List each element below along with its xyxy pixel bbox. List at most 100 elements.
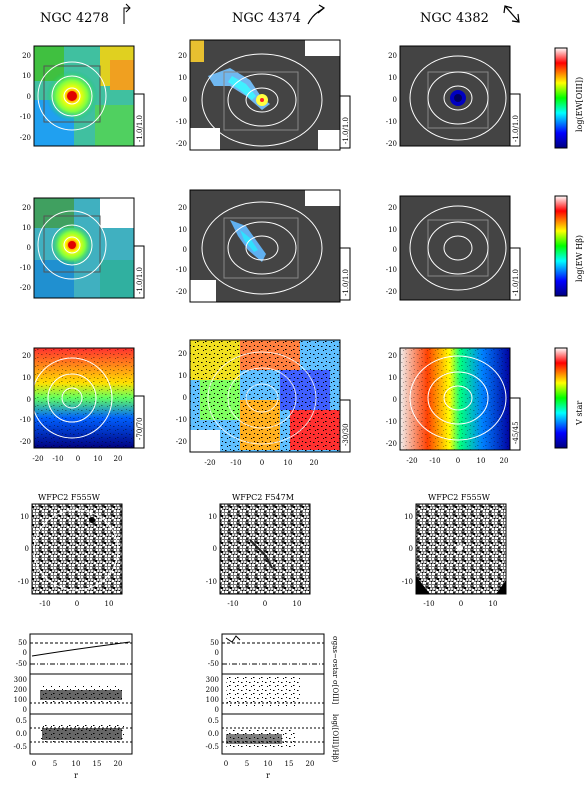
range-label-r1c1: -1.0/1.0 [136, 115, 144, 142]
svg-text:-10: -10 [20, 416, 31, 424]
svg-text:10: 10 [489, 600, 498, 608]
hst-ticks: 10 0 -10 -10 0 10 10 0 -10 -10 0 10 10 0… [18, 513, 498, 608]
svg-text:0: 0 [215, 706, 219, 714]
hst-image-ngc4374 [219, 503, 311, 595]
svg-text:200: 200 [206, 686, 219, 694]
svg-text:10: 10 [178, 226, 187, 234]
orientation-arrow-ngc4382 [503, 5, 520, 23]
svg-text:5: 5 [245, 760, 249, 768]
svg-text:20: 20 [22, 352, 31, 360]
hst-image-ngc4382 [415, 503, 507, 595]
map-ngc4374-hbeta [189, 189, 341, 303]
svg-text:-20: -20 [204, 459, 215, 467]
range-label-r1c2: -1.0/1.0 [342, 117, 350, 144]
range-label-r2c1: -1.0/1.0 [136, 267, 144, 294]
svg-text:-20: -20 [20, 134, 31, 142]
svg-text:20: 20 [178, 350, 187, 358]
svg-text:-10: -10 [402, 578, 413, 586]
svg-text:5: 5 [53, 760, 57, 768]
svg-text:-10: -10 [386, 118, 397, 126]
profile-scatter-ngc4278 [40, 686, 124, 742]
svg-text:0: 0 [263, 600, 267, 608]
svg-text:20: 20 [500, 457, 509, 465]
svg-text:20: 20 [22, 52, 31, 60]
colorbar-label-row2: log(EW Hβ) [575, 235, 584, 282]
map-ngc4382-hbeta [399, 195, 511, 301]
svg-text:300: 300 [14, 676, 27, 684]
hst-image-ngc4278 [31, 503, 123, 595]
svg-text:-10: -10 [206, 578, 217, 586]
hst-title-3: WFPC2 F555W [428, 493, 491, 502]
svg-text:0: 0 [459, 600, 463, 608]
svg-text:0: 0 [75, 600, 79, 608]
svg-text:0: 0 [183, 246, 187, 254]
svg-text:0.0: 0.0 [16, 730, 27, 738]
svg-text:0: 0 [76, 455, 80, 463]
svg-text:200: 200 [14, 686, 27, 694]
svg-text:0: 0 [183, 394, 187, 402]
profile-ylabel-3: log([OIII]/Hβ) [331, 714, 339, 763]
svg-text:0: 0 [27, 93, 31, 101]
svg-text:-0.5: -0.5 [14, 743, 28, 751]
column-title-ngc4278: NGC 4278 [40, 11, 109, 26]
svg-text:-10: -10 [20, 113, 31, 121]
svg-text:50: 50 [18, 639, 27, 647]
column-title-ngc4374: NGC 4374 [232, 11, 301, 26]
svg-text:10: 10 [22, 224, 31, 232]
svg-text:20: 20 [310, 459, 319, 467]
svg-text:-10: -10 [227, 600, 238, 608]
colorbar-label-row1: log(EW[OIII]) [575, 77, 584, 132]
map-ngc4382-vstar [399, 347, 511, 451]
svg-text:10: 10 [388, 226, 397, 234]
svg-text:0: 0 [27, 396, 31, 404]
svg-text:20: 20 [178, 52, 187, 60]
svg-text:-10: -10 [386, 266, 397, 274]
svg-text:20: 20 [114, 760, 123, 768]
svg-text:100: 100 [14, 696, 27, 704]
svg-text:20: 20 [22, 204, 31, 212]
profile-ylabel-2: σ[OIII] [331, 680, 339, 705]
svg-text:-20: -20 [32, 455, 43, 463]
svg-text:0.0: 0.0 [208, 730, 219, 738]
svg-text:20: 20 [114, 455, 123, 463]
svg-text:-20: -20 [176, 140, 187, 148]
svg-text:-10: -10 [176, 416, 187, 424]
map-x-ticks: -20 -10 0 10 20 -20 -10 0 10 20 -20 -10 … [32, 455, 508, 467]
svg-text:10: 10 [72, 760, 81, 768]
map-ngc4278-hbeta [33, 197, 135, 299]
colorbar-row1 [554, 47, 568, 149]
profile-ylabel-1: σgas−σstar [331, 636, 339, 678]
svg-text:0: 0 [215, 649, 219, 657]
colorbar-label-row3: V star [575, 401, 584, 426]
svg-text:0: 0 [393, 246, 397, 254]
profile-xlabel-1: r [74, 771, 78, 780]
svg-text:10: 10 [178, 372, 187, 380]
map-ngc4374-vstar [189, 339, 341, 453]
svg-text:-50: -50 [16, 660, 27, 668]
range-label-boxes [133, 93, 521, 453]
column-title-ngc4382: NGC 4382 [420, 11, 489, 26]
svg-text:20: 20 [178, 204, 187, 212]
map-ngc4278-vstar [31, 347, 135, 449]
svg-text:-10: -10 [386, 418, 397, 426]
map-ngc4278-oiii [33, 45, 135, 147]
svg-text:0.5: 0.5 [16, 717, 27, 725]
range-label-r2c3: -1.0/1.0 [512, 269, 520, 296]
range-label-r3c3: -45/45 [512, 421, 520, 444]
svg-text:10: 10 [293, 600, 302, 608]
svg-text:10: 10 [94, 455, 103, 463]
svg-text:-20: -20 [176, 438, 187, 446]
profile-ticks: 50 0 -50 300 200 100 0 0.5 0.0 -0.5 50 0… [14, 639, 315, 768]
svg-text:10: 10 [388, 374, 397, 382]
svg-text:20: 20 [388, 204, 397, 212]
svg-text:100: 100 [206, 696, 219, 704]
svg-text:-10: -10 [18, 578, 29, 586]
svg-text:-20: -20 [20, 438, 31, 446]
svg-text:-20: -20 [406, 457, 417, 465]
svg-text:15: 15 [93, 760, 102, 768]
range-label-r3c2: -30/30 [342, 423, 350, 446]
svg-text:10: 10 [22, 72, 31, 80]
svg-text:0: 0 [27, 244, 31, 252]
svg-text:10: 10 [284, 459, 293, 467]
